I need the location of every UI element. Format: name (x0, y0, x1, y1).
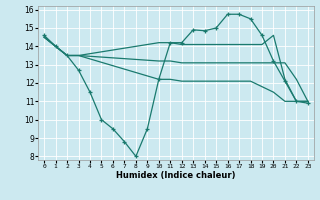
X-axis label: Humidex (Indice chaleur): Humidex (Indice chaleur) (116, 171, 236, 180)
